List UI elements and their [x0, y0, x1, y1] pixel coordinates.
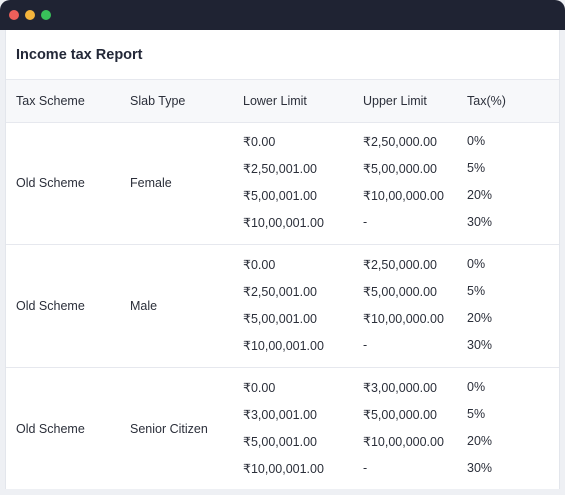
tax-percent-cell: 5% [467, 284, 486, 298]
lower-limit-cell: ₹10,00,001.00 [243, 339, 324, 353]
column-header-tax-scheme: Tax Scheme [16, 94, 85, 108]
upper-limit-cell: - [363, 338, 368, 352]
upper-limit-cell: ₹2,50,000.00 [363, 258, 437, 272]
lower-limit-cell: ₹10,00,001.00 [243, 216, 324, 230]
slab-type-cell: Male [130, 299, 158, 313]
upper-limit-cell: - [363, 215, 368, 229]
slab-type-cell: Senior Citizen [130, 422, 208, 436]
tax-scheme-cell: Old Scheme [16, 422, 85, 436]
upper-limit-cell: ₹2,50,000.00 [363, 135, 437, 149]
table-row-group: Old Scheme Female ₹0.00 ₹2,50,000.00 0% … [6, 122, 559, 245]
tax-percent-cell: 0% [467, 257, 486, 271]
tax-scheme-cell: Old Scheme [16, 176, 85, 190]
minimize-window-button[interactable] [25, 10, 35, 20]
lower-limit-cell: ₹5,00,001.00 [243, 312, 317, 326]
tax-percent-cell: 30% [467, 338, 493, 352]
maximize-window-button[interactable] [41, 10, 51, 20]
column-header-slab-type: Slab Type [130, 94, 186, 108]
report-title: Income tax Report [16, 47, 143, 63]
upper-limit-cell: ₹5,00,000.00 [363, 285, 437, 299]
tax-percent-cell: 5% [467, 407, 486, 421]
upper-limit-cell: ₹10,00,000.00 [363, 189, 444, 203]
table-header: Tax Scheme Slab Type Lower Limit Upper L… [6, 79, 559, 123]
tax-scheme-cell: Old Scheme [16, 299, 85, 313]
tax-percent-cell: 20% [467, 311, 493, 325]
close-window-button[interactable] [9, 10, 19, 20]
report-panel: Income tax Report Tax Scheme Slab Type L… [5, 30, 560, 489]
upper-limit-cell: ₹10,00,000.00 [363, 435, 444, 449]
lower-limit-cell: ₹0.00 [243, 381, 276, 395]
tax-percent-cell: 0% [467, 134, 486, 148]
lower-limit-cell: ₹5,00,001.00 [243, 189, 317, 203]
column-header-tax-percent: Tax(%) [467, 94, 506, 108]
upper-limit-cell: ₹5,00,000.00 [363, 162, 437, 176]
lower-limit-cell: ₹10,00,001.00 [243, 462, 324, 476]
tax-percent-cell: 20% [467, 188, 493, 202]
upper-limit-cell: - [363, 461, 368, 475]
column-header-lower-limit: Lower Limit [243, 94, 307, 108]
tax-percent-cell: 30% [467, 461, 493, 475]
upper-limit-cell: ₹5,00,000.00 [363, 408, 437, 422]
tax-percent-cell: 20% [467, 434, 493, 448]
lower-limit-cell: ₹0.00 [243, 135, 276, 149]
lower-limit-cell: ₹5,00,001.00 [243, 435, 317, 449]
upper-limit-cell: ₹10,00,000.00 [363, 312, 444, 326]
slab-type-cell: Female [130, 176, 172, 190]
table-row-group: Old Scheme Senior Citizen ₹0.00 ₹3,00,00… [6, 368, 559, 490]
tax-percent-cell: 5% [467, 161, 486, 175]
lower-limit-cell: ₹2,50,001.00 [243, 285, 317, 299]
lower-limit-cell: ₹3,00,001.00 [243, 408, 317, 422]
tax-percent-cell: 0% [467, 380, 486, 394]
table-row-group: Old Scheme Male ₹0.00 ₹2,50,000.00 0% ₹2… [6, 245, 559, 368]
tax-percent-cell: 30% [467, 215, 493, 229]
lower-limit-cell: ₹0.00 [243, 258, 276, 272]
column-header-upper-limit: Upper Limit [363, 94, 427, 108]
window-titlebar [0, 0, 565, 30]
lower-limit-cell: ₹2,50,001.00 [243, 162, 317, 176]
upper-limit-cell: ₹3,00,000.00 [363, 381, 437, 395]
